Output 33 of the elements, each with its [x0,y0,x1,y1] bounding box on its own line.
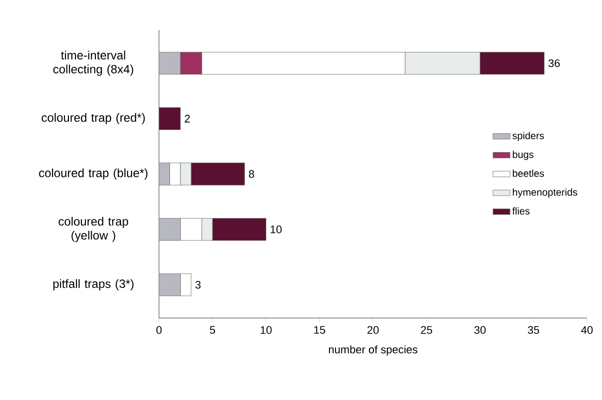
x-tick-label: 5 [210,326,216,334]
bar [212,218,266,241]
legend-label: beetles [512,170,544,177]
x-tick-label: 20 [367,326,379,334]
total-label: 10 [270,226,282,234]
x-tick-label: 35 [528,326,540,334]
y-tick-label: coloured trap (yellow ) [58,216,128,242]
x-tick-label: 10 [260,326,272,334]
bar [159,162,170,186]
total-label: 36 [548,59,560,68]
legend-label: hymenopterids [512,188,578,198]
x-tick-label: 25 [420,326,432,334]
x-tick-label: 0 [156,326,162,334]
bar [159,218,181,241]
x-tick-label: 40 [581,326,593,334]
legend-label: bugs [512,150,534,160]
total-label: 3 [195,280,201,289]
total-label: 8 [248,170,254,178]
x-tick-label: 30 [474,326,486,334]
y-tick-label: pitfall traps (3*) [53,279,134,290]
bar [159,52,181,75]
legend-label: flies [512,207,530,215]
total-label: 2 [184,114,190,122]
bar [480,52,544,75]
bar [159,273,181,296]
legend-label: spiders [512,132,544,142]
x-axis-title: number of species [328,345,418,356]
bar [159,107,181,130]
bar [190,162,245,186]
y-tick-label: coloured trap (blue*) [39,168,148,180]
y-tick-label: coloured trap (red*) [42,113,145,124]
y-tick-label: time-interval collecting (8x4) [53,50,134,76]
x-tick-label: 15 [314,326,326,334]
